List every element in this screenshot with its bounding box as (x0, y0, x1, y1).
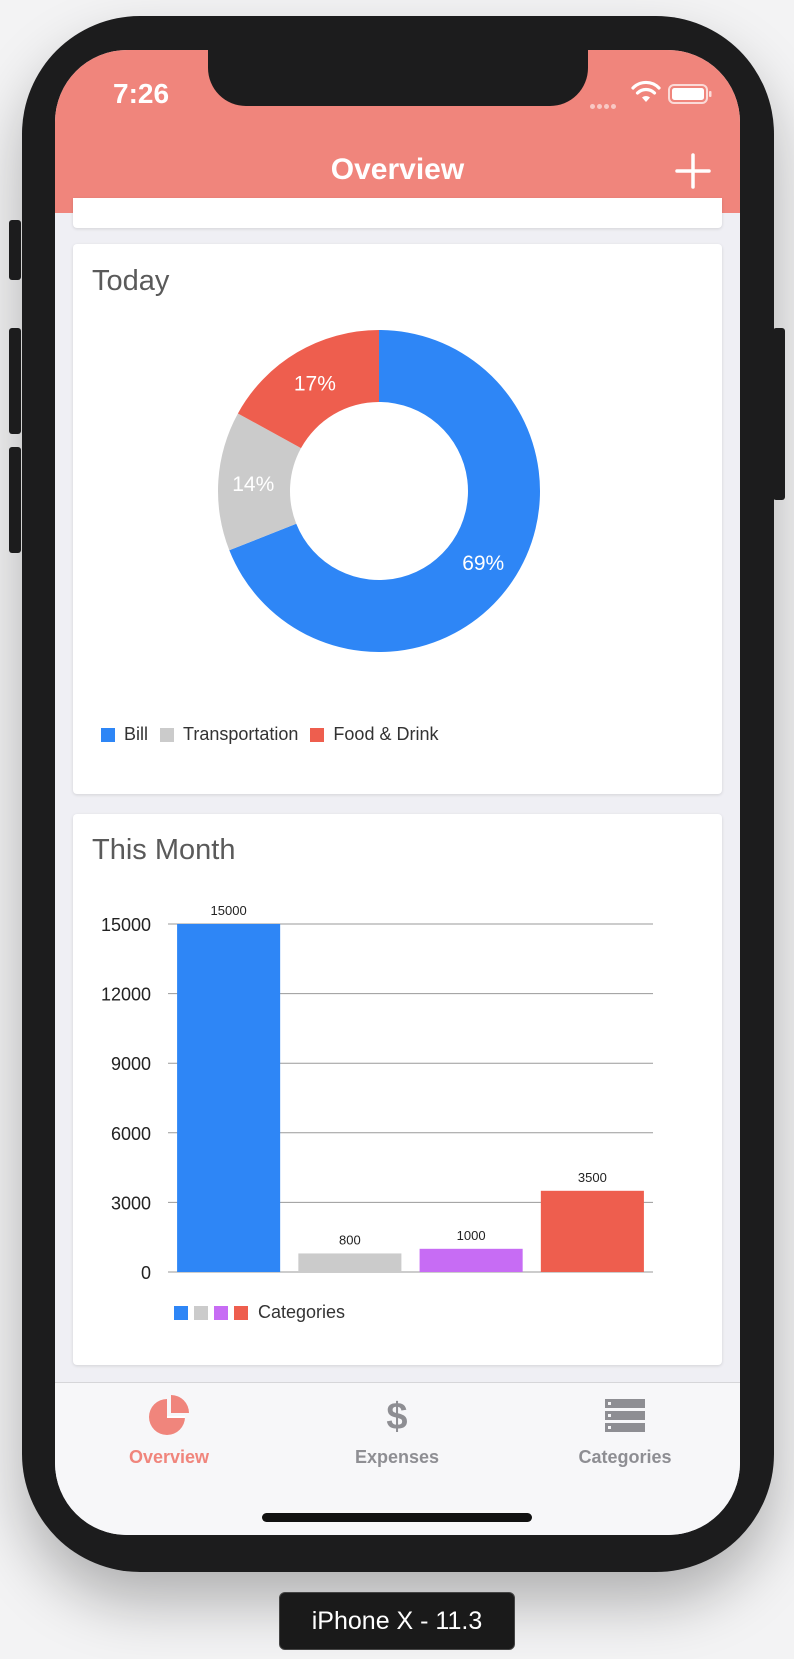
simulator-label: iPhone X - 11.3 (279, 1592, 515, 1650)
svg-text:$: $ (386, 1396, 407, 1435)
tab-label: Expenses (354, 1447, 440, 1467)
bar-value-label: 3500 (578, 1170, 607, 1185)
donut-value-label: 17% (294, 373, 336, 396)
mute-switch (9, 220, 21, 280)
today-card: Today 69% 14% 17% Bill Transportation Food… (73, 244, 722, 794)
legend-swatch (194, 1305, 208, 1320)
y-tick-label: 9000 (111, 1054, 151, 1074)
add-icon[interactable] (675, 153, 711, 189)
tab-bar: Overview $ Expenses Categories (55, 1382, 740, 1535)
donut-slice-1 (218, 413, 302, 551)
donut-value-label: 69% (462, 552, 504, 575)
today-legend: Bill Transportation Food & Drink (101, 724, 450, 745)
tab-label: Categories (578, 1447, 672, 1467)
y-tick-label: 15000 (101, 915, 151, 935)
donut-slice-2 (237, 330, 379, 449)
notch (208, 50, 588, 106)
month-legend: Categories (174, 1302, 345, 1323)
bar-1 (298, 1253, 402, 1272)
signal-icon (590, 96, 624, 109)
legend-item-food-drink: Food & Drink (310, 724, 438, 745)
donut-hole (299, 411, 459, 571)
tab-overview[interactable]: Overview (55, 1383, 283, 1483)
legend-label: Food & Drink (333, 724, 439, 744)
y-tick-label: 3000 (111, 1193, 151, 1213)
tab-expenses[interactable]: $ Expenses (283, 1383, 511, 1483)
today-donut-chart: 69% 14% 17% (218, 330, 541, 652)
today-card-title: Today (92, 265, 170, 297)
page-title: Overview (330, 153, 465, 186)
legend-swatch (234, 1305, 248, 1320)
dollar-icon: $ (386, 1396, 407, 1435)
power-button (773, 328, 785, 500)
wifi-icon (631, 80, 661, 102)
list-icon (605, 1399, 645, 1432)
phone-screen: 7:26 Overview Today 69% 14% 17% Bill (55, 50, 740, 1535)
battery-icon (668, 84, 712, 104)
donut-inner-ring (290, 402, 468, 580)
month-card-title: This Month (92, 834, 236, 866)
bar-2 (419, 1248, 523, 1272)
donut-value-label: 14% (232, 473, 274, 496)
legend-swatch (174, 1305, 188, 1320)
legend-item-transportation: Transportation (160, 724, 298, 745)
legend-item-bill: Bill (101, 724, 148, 745)
month-card: This Month 0 3000 6000 9000 12000 15000 15000 8… (73, 814, 722, 1365)
y-tick-label: 6000 (111, 1124, 151, 1144)
legend-label: Categories (258, 1302, 346, 1322)
bar-3 (540, 1190, 644, 1272)
tab-categories[interactable]: Categories (511, 1383, 739, 1483)
previous-card (73, 198, 722, 228)
nav-header: 7:26 Overview (55, 50, 740, 213)
month-bar-chart: 0 3000 6000 9000 12000 15000 15000 800 1000 3500 (101, 903, 653, 1283)
legend-label: Transportation (183, 724, 299, 744)
bar-value-label: 15000 (211, 903, 247, 918)
legend-label: Bill (124, 724, 149, 744)
tab-label: Overview (128, 1447, 210, 1467)
status-time: 7:26 (113, 78, 170, 109)
donut-slice-0 (229, 330, 541, 652)
bar-value-label: 1000 (457, 1228, 486, 1243)
y-tick-label: 0 (141, 1263, 151, 1283)
bar-0 (177, 924, 281, 1272)
pie-chart-icon (149, 1395, 189, 1435)
legend-swatch (214, 1305, 228, 1320)
bar-value-label: 800 (339, 1232, 361, 1247)
home-indicator (262, 1513, 532, 1522)
volume-down-button (9, 447, 21, 553)
volume-up-button (9, 328, 21, 434)
y-tick-label: 12000 (101, 985, 151, 1005)
